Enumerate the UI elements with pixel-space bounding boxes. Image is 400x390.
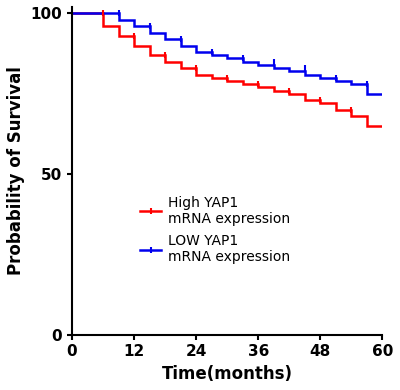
X-axis label: Time(months): Time(months) bbox=[162, 365, 293, 383]
Legend: High YAP1
mRNA expression, LOW YAP1
mRNA expression: High YAP1 mRNA expression, LOW YAP1 mRNA… bbox=[135, 190, 296, 270]
Y-axis label: Probability of Survival: Probability of Survival bbox=[7, 66, 25, 275]
